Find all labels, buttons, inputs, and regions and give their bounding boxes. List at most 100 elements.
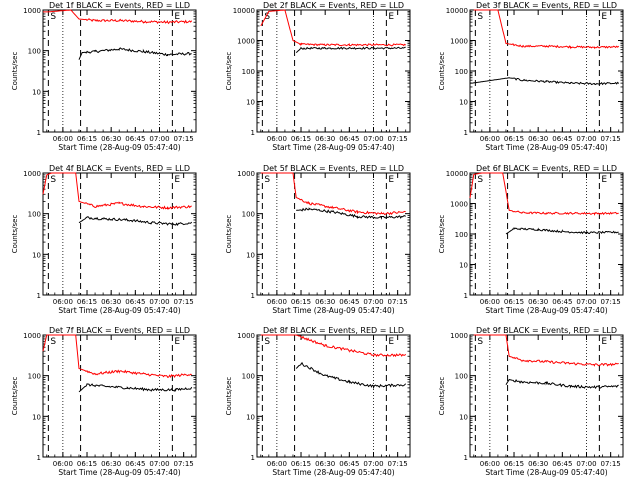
y-tick-label: 10: [32, 251, 41, 259]
x-tick-label: 06:00: [480, 460, 500, 468]
y-axis-label: Counts/sec: [225, 52, 233, 91]
marker-label-E: E: [601, 12, 607, 22]
y-tick-label: 100: [28, 373, 41, 381]
x-tick-label: 07:00: [149, 135, 169, 143]
y-axis-label: Counts/sec: [438, 52, 446, 91]
x-tick-label: 06:45: [552, 460, 572, 468]
chart-panel-8: Det 8f BLACK = Events, RED = LLD 1 10 100 10…: [225, 326, 411, 477]
marker-label-E: E: [174, 12, 180, 22]
x-axis-label: Start Time (28-Aug-09 05:47:40): [485, 306, 607, 315]
x-tick-label: 07:15: [601, 298, 621, 306]
y-tick-label: 100: [242, 68, 255, 76]
marker-label-S: S: [477, 337, 483, 347]
x-tick-label: 06:15: [504, 298, 524, 306]
y-tick-label: 1: [464, 454, 468, 462]
series-events-line: [470, 77, 620, 86]
x-tick-label: 06:30: [528, 298, 548, 306]
chart-title: Det 8f BLACK = Events, RED = LLD: [263, 326, 404, 335]
y-tick-label: 10000: [233, 7, 255, 15]
marker-label-E: E: [388, 337, 394, 347]
chart-panel-4: Det 4f BLACK = Events, RED = LLD 1 10 100 10…: [11, 164, 197, 315]
x-axis-label: Start Time (28-Aug-09 05:47:40): [272, 143, 394, 152]
series-events-line: [505, 227, 619, 235]
marker-label-E: E: [174, 337, 180, 347]
chart-title: Det 2f BLACK = Events, RED = LLD: [263, 1, 404, 10]
x-tick-label: 06:45: [552, 298, 572, 306]
marker-label-E: E: [388, 175, 394, 185]
y-tick-label: 100: [28, 211, 41, 219]
x-axis-label: Start Time (28-Aug-09 05:47:40): [58, 306, 180, 315]
series-events-line: [78, 383, 193, 393]
series-lld-line: [260, 172, 406, 216]
x-tick-label: 07:00: [363, 298, 383, 306]
y-tick-label: 1: [251, 292, 255, 300]
x-tick-label: 06:45: [552, 135, 572, 143]
x-tick-label: 07:00: [576, 298, 596, 306]
series-events-line: [505, 379, 619, 389]
x-tick-label: 07:00: [576, 460, 596, 468]
y-axis-label: Counts/sec: [438, 377, 446, 416]
y-tick-label: 10: [246, 413, 255, 421]
x-axis-label: Start Time (28-Aug-09 05:47:40): [485, 143, 607, 152]
chart-title: Det 9f BLACK = Events, RED = LLD: [476, 326, 617, 335]
y-tick-label: 100: [455, 231, 468, 239]
y-axis-label: Counts/sec: [11, 377, 19, 416]
x-tick-label: 06:15: [291, 460, 311, 468]
y-tick-label: 1: [251, 129, 255, 137]
x-axis-label: Start Time (28-Aug-09 05:47:40): [58, 468, 180, 477]
chart-panel-1: Det 1f BLACK = Events, RED = LLD 1 10 100 10…: [11, 1, 197, 152]
x-tick-label: 06:30: [528, 135, 548, 143]
y-tick-label: 1000: [237, 170, 255, 178]
y-axis-label: Counts/sec: [225, 215, 233, 254]
marker-label-E: E: [174, 175, 180, 185]
y-axis-label: Counts/sec: [11, 215, 19, 254]
x-axis-label: Start Time (28-Aug-09 05:47:40): [272, 468, 394, 477]
chart-panel-9: Det 9f BLACK = Events, RED = LLD 1 10 100 10…: [438, 326, 624, 477]
x-axis-label: Start Time (28-Aug-09 05:47:40): [58, 143, 180, 152]
series-lld-line: [473, 9, 620, 50]
x-tick-label: 07:15: [601, 135, 621, 143]
x-tick-label: 06:00: [267, 135, 287, 143]
marker-label-S: S: [50, 175, 56, 185]
x-axis-label: Start Time (28-Aug-09 05:47:40): [272, 306, 394, 315]
series-lld-line: [42, 334, 192, 379]
series-lld-line: [43, 9, 193, 25]
series-events-line: [295, 45, 406, 53]
plot-frame: [256, 334, 411, 458]
y-tick-label: 1: [37, 292, 41, 300]
x-tick-label: 07:00: [149, 298, 169, 306]
y-tick-label: 100: [242, 373, 255, 381]
y-tick-label: 10: [246, 99, 255, 107]
chart-panel-5: Det 5f BLACK = Events, RED = LLD 1 10 100 10…: [225, 164, 411, 315]
marker-label-S: S: [264, 175, 270, 185]
x-tick-label: 06:30: [101, 135, 121, 143]
x-tick-label: 06:45: [339, 460, 359, 468]
y-tick-label: 1000: [237, 332, 255, 340]
x-tick-label: 06:00: [480, 135, 500, 143]
x-tick-label: 07:15: [174, 460, 194, 468]
plot-frame: [469, 172, 624, 296]
marker-label-E: E: [601, 175, 607, 185]
marker-label-E: E: [388, 12, 394, 22]
chart-panel-2: Det 2f BLACK = Events, RED = LLD 1 10 100 10…: [225, 1, 411, 152]
marker-label-S: S: [477, 175, 483, 185]
chart-title: Det 5f BLACK = Events, RED = LLD: [263, 164, 404, 173]
x-tick-label: 07:15: [601, 460, 621, 468]
x-tick-label: 07:15: [174, 298, 194, 306]
x-tick-label: 06:45: [125, 298, 145, 306]
x-tick-label: 06:45: [125, 460, 145, 468]
x-tick-label: 06:45: [339, 135, 359, 143]
chart-title: Det 7f BLACK = Events, RED = LLD: [49, 326, 190, 335]
y-tick-label: 1: [251, 454, 255, 462]
x-tick-label: 06:00: [267, 298, 287, 306]
y-tick-label: 10: [32, 88, 41, 96]
x-tick-label: 06:30: [315, 135, 335, 143]
y-tick-label: 1000: [23, 332, 41, 340]
x-tick-label: 06:15: [77, 298, 97, 306]
x-tick-label: 06:45: [339, 298, 359, 306]
marker-label-S: S: [264, 12, 270, 22]
x-tick-label: 06:15: [77, 135, 97, 143]
x-tick-label: 07:00: [363, 135, 383, 143]
y-tick-label: 10000: [446, 170, 468, 178]
